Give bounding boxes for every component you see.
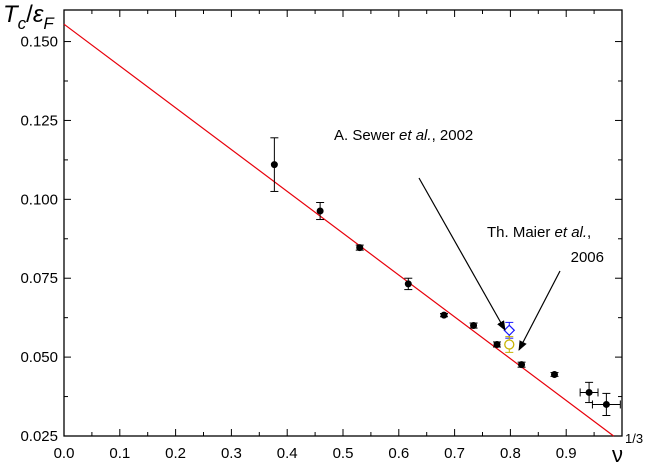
data-point-open-circle — [504, 339, 515, 350]
x-tick-label: 0.1 — [109, 445, 130, 462]
x-tick-label: 0.0 — [54, 445, 75, 462]
x-tick-label: 0.8 — [500, 445, 521, 462]
data-point — [493, 340, 501, 348]
data-point — [356, 244, 364, 252]
y-label-main: T — [3, 1, 20, 28]
data-point — [440, 311, 448, 319]
annotation-maier-arrow — [518, 270, 561, 351]
annotation-maier-part: , — [587, 224, 591, 241]
data-point — [518, 361, 526, 369]
annotation-maier-part: Th. Maier — [487, 224, 555, 241]
y-tick-label: 0.075 — [20, 270, 58, 287]
x-tick-label: 0.2 — [165, 445, 186, 462]
y-label-sub2: F — [43, 14, 55, 33]
data-point — [270, 161, 278, 169]
y-tick-label: 0.125 — [20, 112, 58, 129]
y-tick-label: 0.025 — [20, 428, 58, 445]
x-tick-label: 0.5 — [333, 445, 354, 462]
y-label-sep: / — [26, 1, 33, 28]
annotation-maier-part: et al. — [555, 224, 588, 241]
axis-ticks — [63, 10, 622, 437]
y-label-main2: ε — [33, 1, 44, 28]
y-label-sub1: c — [18, 14, 27, 33]
y-tick-label: 0.150 — [20, 34, 58, 51]
x-tick-label: 0.7 — [444, 445, 465, 462]
annotation-maier: Th. Maier et al., — [487, 224, 591, 241]
data-point — [404, 280, 412, 288]
y-axis-label: Tc/εF — [3, 1, 55, 33]
x-axis-label-main: ν — [612, 442, 623, 467]
annotation-maier-year: 2006 — [571, 249, 604, 266]
y-tick-label: 0.050 — [20, 349, 58, 366]
x-tick-label: 0.4 — [277, 445, 298, 462]
data-point — [602, 400, 610, 408]
tick-labels: 0.0 0.1 0.2 0.3 0.4 0.5 0.6 0.7 0.8 0.9 0.025 0.050… — [20, 34, 576, 462]
y-tick-label: 0.100 — [20, 191, 58, 208]
annotation-sewer-arrow — [418, 177, 506, 331]
data-point — [550, 370, 558, 378]
x-tick-label: 0.3 — [221, 445, 242, 462]
annotation-sewer-part: A. Sewer — [334, 127, 399, 144]
data-points — [270, 137, 621, 416]
data-point — [585, 388, 593, 396]
plot-border — [63, 9, 623, 437]
x-tick-label: 0.9 — [556, 445, 577, 462]
annotation-sewer: A. Sewer et al., 2002 — [334, 127, 473, 144]
annotation-sewer-part: et al. — [399, 127, 432, 144]
data-point — [470, 322, 478, 330]
data-point — [316, 207, 324, 215]
plot-frame — [63, 9, 623, 437]
data-point-diamond — [503, 324, 516, 337]
x-tick-label: 0.6 — [388, 445, 409, 462]
annotation-sewer-part: , 2002 — [432, 127, 474, 144]
x-axis-label-sup: 1/3 — [625, 431, 643, 446]
